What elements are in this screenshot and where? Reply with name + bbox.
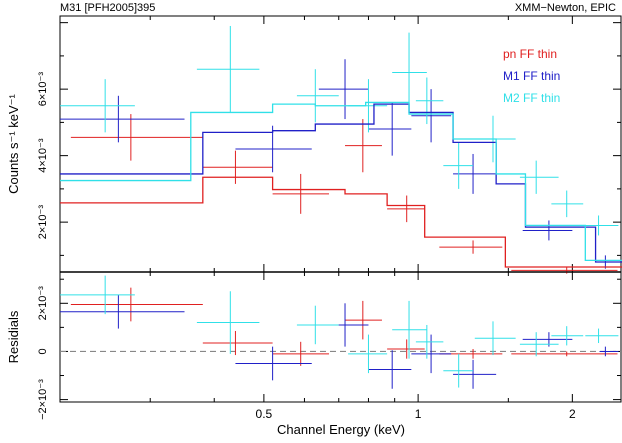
model-line-pn [60,176,622,268]
model-line-m2 [60,101,622,262]
y-tick-label: 4×10⁻³ [37,138,49,173]
y-tick-label: 6×10⁻³ [37,72,49,107]
spectrum-series-pn [70,114,618,274]
legend-entry: M2 FF thin [503,91,560,105]
title-left: M31 [PFH2005]395 [60,2,155,14]
legend-entry: pn FF thin [503,47,557,61]
legend: pn FF thin M1 FF thin M2 FF thin [503,47,560,105]
x-tick-label: 0.5 [256,407,273,421]
y-tick-label: −2×10⁻³ [37,379,49,420]
residuals-panel: 0.5 1 2 Channel Energy (keV) −2×10⁻³ 0 2×10⁻³ R… [6,271,622,437]
x-tick-label: 2 [569,407,576,421]
legend-entry: M1 FF thin [503,69,560,83]
residuals-frame [59,271,622,403]
title-right: XMM−Newton, EPIC [515,2,616,14]
y-axis-label: Counts s⁻¹ keV⁻¹ [6,93,21,193]
residual-series-m2 [60,275,619,388]
y-axis-label: Residials [6,310,21,363]
y-tick-label: 0 [37,348,49,354]
x-tick-label: 1 [415,407,422,421]
residual-series-pn [70,287,618,366]
y-tick-label: 2×10⁻³ [37,205,49,240]
residual-series-m1 [60,294,619,389]
x-axis-label: Channel Energy (keV) [277,422,405,437]
y-tick-label: 2×10⁻³ [37,286,49,321]
model-line-m1 [60,103,622,263]
spectrum-series-m1 [60,59,619,269]
